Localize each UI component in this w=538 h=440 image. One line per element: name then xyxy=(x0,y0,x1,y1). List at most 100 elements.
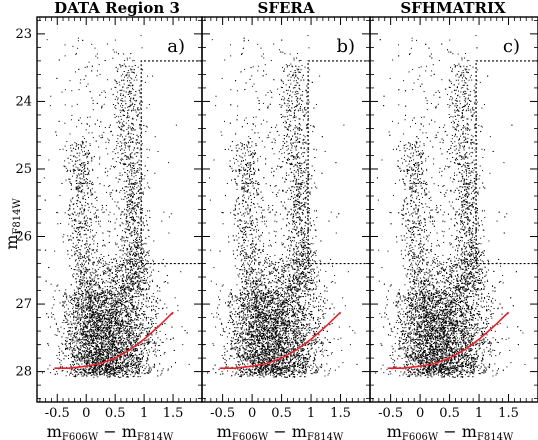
star-point xyxy=(91,275,93,277)
star-point xyxy=(133,147,135,149)
star-point xyxy=(146,282,148,284)
star-point xyxy=(127,286,129,288)
star-point xyxy=(146,210,148,212)
star-point xyxy=(107,348,109,350)
star-point xyxy=(130,195,132,197)
star-point xyxy=(119,84,121,86)
star-point xyxy=(148,229,150,231)
star-point xyxy=(92,235,94,237)
star-point xyxy=(115,303,117,305)
star-point xyxy=(111,312,113,314)
star-point xyxy=(111,348,113,350)
star-point xyxy=(130,193,132,195)
star-point xyxy=(82,303,84,305)
star-point xyxy=(87,250,89,252)
star-point xyxy=(140,332,142,334)
star-point xyxy=(78,256,80,258)
star-point xyxy=(107,266,109,268)
star-point xyxy=(125,363,127,365)
star-point xyxy=(131,268,133,270)
star-point xyxy=(132,222,134,224)
star-point xyxy=(150,326,152,328)
star-point xyxy=(129,68,131,70)
star-point xyxy=(110,309,112,311)
star-point xyxy=(84,323,86,325)
star-point xyxy=(101,106,103,108)
star-point xyxy=(139,124,141,126)
star-point xyxy=(104,371,106,373)
star-point xyxy=(93,357,95,359)
star-point xyxy=(105,209,107,211)
star-point xyxy=(127,359,129,361)
star-point xyxy=(116,273,118,275)
star-point xyxy=(136,242,138,244)
star-point xyxy=(68,214,70,216)
star-point xyxy=(99,332,101,334)
star-point xyxy=(121,313,123,315)
star-point xyxy=(118,298,120,300)
star-point xyxy=(57,212,59,214)
star-point xyxy=(76,371,78,373)
star-point xyxy=(132,165,134,167)
star-point xyxy=(148,327,150,329)
star-point xyxy=(121,370,123,372)
star-point xyxy=(91,370,93,372)
star-point xyxy=(88,286,90,288)
star-point xyxy=(87,355,89,357)
star-point xyxy=(75,143,77,145)
star-point xyxy=(136,262,138,264)
star-point xyxy=(97,274,99,276)
star-point xyxy=(141,173,143,175)
star-point xyxy=(72,336,74,338)
star-point xyxy=(94,334,96,336)
star-point xyxy=(101,305,103,307)
star-point xyxy=(121,238,123,240)
star-point xyxy=(130,342,132,344)
star-point xyxy=(110,365,112,367)
star-point xyxy=(55,322,57,324)
star-point xyxy=(90,375,92,377)
star-point xyxy=(110,305,112,307)
star-point xyxy=(125,326,127,328)
star-point xyxy=(101,340,103,342)
star-point xyxy=(136,280,138,282)
star-point xyxy=(131,356,133,358)
star-point xyxy=(129,297,131,299)
star-point xyxy=(68,334,70,336)
star-point xyxy=(120,238,122,240)
star-point xyxy=(107,292,109,294)
star-point xyxy=(84,362,86,364)
star-point xyxy=(136,315,138,317)
star-point xyxy=(63,328,65,330)
star-point xyxy=(129,93,131,95)
star-point xyxy=(127,132,129,134)
star-point xyxy=(94,290,96,292)
star-point xyxy=(95,274,97,276)
star-point xyxy=(108,310,110,312)
star-point xyxy=(129,313,131,315)
star-point xyxy=(138,169,140,171)
star-point xyxy=(127,176,129,178)
star-point xyxy=(87,193,89,195)
star-point xyxy=(99,293,101,295)
star-point xyxy=(146,352,148,354)
star-point xyxy=(118,319,120,321)
star-point xyxy=(125,103,127,105)
star-point xyxy=(122,309,124,311)
star-point xyxy=(157,302,159,304)
star-point xyxy=(117,329,119,331)
star-point xyxy=(66,319,68,321)
star-point xyxy=(95,232,97,234)
star-point xyxy=(67,320,69,322)
star-point xyxy=(79,360,81,362)
star-point xyxy=(70,347,72,349)
star-point xyxy=(115,296,117,298)
star-point xyxy=(79,222,81,224)
star-point xyxy=(131,330,133,332)
star-point xyxy=(116,332,118,334)
star-point xyxy=(112,356,114,358)
star-point xyxy=(111,287,113,289)
star-point xyxy=(156,331,158,333)
star-point xyxy=(128,209,130,211)
star-point xyxy=(91,253,93,255)
